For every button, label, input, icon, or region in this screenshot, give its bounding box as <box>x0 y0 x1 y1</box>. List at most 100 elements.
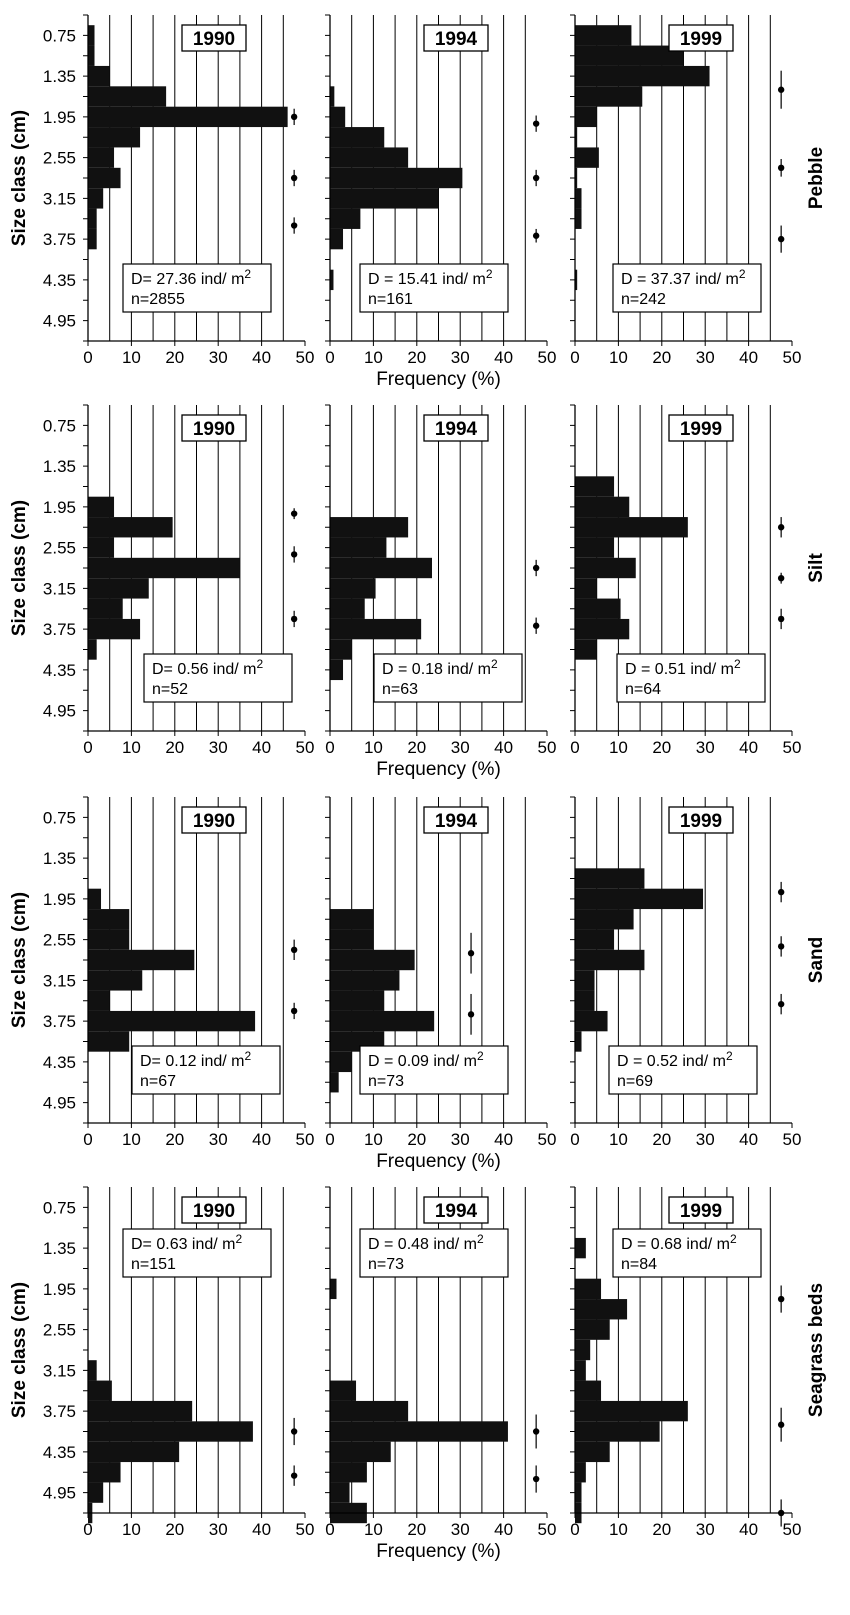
x-tick-label: 20 <box>165 738 184 757</box>
x-tick-label: 20 <box>165 1130 184 1149</box>
density-label: D = 0.52 ind/ m2 <box>617 1049 733 1070</box>
year-box <box>668 24 734 52</box>
bar <box>330 127 385 148</box>
y-axis-title: Size class (cm) <box>9 892 30 1028</box>
bar <box>330 147 409 168</box>
y-tick-label: 3.15 <box>43 579 76 598</box>
x-tick-label: 50 <box>538 738 557 757</box>
x-tick-label: 0 <box>325 738 334 757</box>
bar <box>575 147 599 168</box>
x-tick-label: 0 <box>325 1130 334 1149</box>
habitat-label: Silt <box>806 553 827 583</box>
y-tick-label: 1.35 <box>43 1239 76 1258</box>
mean-point <box>777 1509 785 1517</box>
year-label: 1994 <box>435 419 478 440</box>
bar <box>88 127 141 148</box>
x-tick-label: 20 <box>407 1520 426 1539</box>
bar <box>88 1482 104 1503</box>
y-tick-label: 3.15 <box>43 971 76 990</box>
bar <box>575 618 630 640</box>
sample-size-label: n=67 <box>140 1073 176 1090</box>
bar <box>88 537 115 558</box>
y-tick-label: 3.75 <box>43 620 76 639</box>
bar <box>575 1400 688 1422</box>
bar <box>88 106 288 128</box>
y-tick-label: 1.95 <box>43 498 76 517</box>
bar <box>575 949 645 971</box>
density-box <box>608 1045 758 1095</box>
bar <box>330 1072 339 1093</box>
bar <box>575 1299 628 1320</box>
x-tick-label: 40 <box>739 1520 758 1539</box>
y-tick-label: 4.35 <box>43 271 76 290</box>
year-box <box>181 414 247 442</box>
bar <box>330 1421 508 1442</box>
mean-point <box>777 524 785 531</box>
mean-point <box>777 1295 785 1303</box>
bar <box>575 65 710 87</box>
bar <box>88 1031 130 1052</box>
density-label: D= 0.56 ind/ m2 <box>152 657 264 678</box>
bar <box>575 476 615 497</box>
mean-point <box>290 1007 298 1015</box>
bar <box>330 1482 350 1503</box>
year-box <box>181 24 247 52</box>
x-tick-label: 10 <box>364 738 383 757</box>
x-tick-label: 30 <box>451 738 470 757</box>
x-tick-label: 30 <box>696 1520 715 1539</box>
sample-size-label: n=73 <box>368 1256 404 1273</box>
bar <box>575 1010 608 1032</box>
bar <box>330 1010 435 1032</box>
mean-point <box>467 950 475 957</box>
y-tick-label: 2.55 <box>43 931 76 950</box>
bar <box>88 949 195 971</box>
x-tick-label: 30 <box>696 1130 715 1149</box>
x-tick-label: 10 <box>364 1130 383 1149</box>
density-box <box>616 653 766 703</box>
mean-point <box>777 86 785 93</box>
bar <box>575 1031 582 1052</box>
density-box <box>143 653 293 703</box>
bar <box>575 578 597 599</box>
x-axis-title: Frequency (%) <box>376 1541 501 1562</box>
y-tick-label: 0.75 <box>43 26 76 45</box>
panel-seagrass-beds-1999: 0 10 20 30 40 50 1999 D = 0.68 ind/ m2 n=84 Seagr… <box>570 1186 827 1539</box>
year-label: 1994 <box>435 1201 478 1222</box>
density-box <box>373 653 523 703</box>
y-tick-label: 3.75 <box>43 230 76 249</box>
panel-sand-1999: 0 10 20 30 40 50 1999 D = 0.52 ind/ m2 n=69 Sand <box>570 796 827 1149</box>
year-box <box>181 806 247 834</box>
x-tick-label: 20 <box>652 1130 671 1149</box>
x-tick-label: 30 <box>209 1130 228 1149</box>
habitat-label: Pebble <box>806 147 827 209</box>
year-box <box>423 1196 489 1224</box>
bar <box>575 970 595 991</box>
bar <box>88 188 104 209</box>
x-tick-label: 40 <box>494 348 513 367</box>
bar <box>330 188 439 209</box>
bar <box>330 1441 391 1463</box>
x-tick-label: 40 <box>739 348 758 367</box>
y-tick-label: 4.95 <box>43 702 76 721</box>
x-tick-label: 10 <box>609 1520 628 1539</box>
bar <box>575 537 615 558</box>
x-tick-label: 20 <box>165 1520 184 1539</box>
y-tick-label: 3.15 <box>43 1361 76 1380</box>
year-box <box>423 24 489 52</box>
x-tick-label: 50 <box>783 348 802 367</box>
bar <box>88 147 115 168</box>
x-tick-label: 40 <box>252 348 271 367</box>
bar <box>88 1421 253 1442</box>
bar <box>575 868 645 889</box>
bar <box>330 269 334 291</box>
bar <box>88 909 130 930</box>
bar <box>330 1380 357 1401</box>
x-tick-label: 20 <box>407 738 426 757</box>
bar <box>575 1462 586 1483</box>
bar <box>330 909 374 930</box>
density-label: D= 0.12 ind/ m2 <box>140 1049 252 1070</box>
x-tick-label: 0 <box>325 348 334 367</box>
habitat-label: Seagrass beds <box>806 1283 827 1417</box>
y-tick-label: 1.35 <box>43 67 76 86</box>
bar <box>575 127 578 148</box>
